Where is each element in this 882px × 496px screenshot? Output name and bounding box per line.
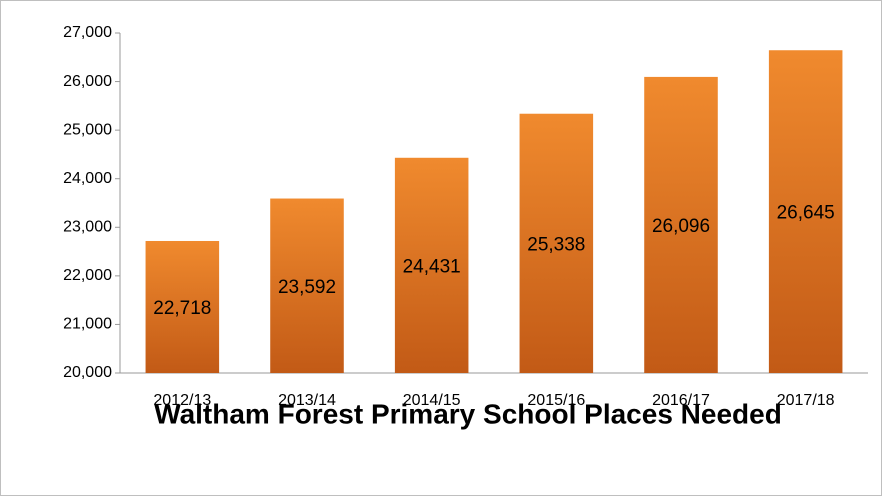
x-tick-label: 2014/15 <box>403 392 461 409</box>
x-tick-label: 2015/16 <box>527 392 585 409</box>
value-label: 22,718 <box>153 298 211 319</box>
bar <box>270 198 344 373</box>
x-tick-label: 2016/17 <box>652 392 710 409</box>
y-tick-label: 22,000 <box>63 267 112 284</box>
value-label: 25,338 <box>527 234 585 255</box>
bar <box>644 76 718 373</box>
x-tick-label: 2013/14 <box>278 392 336 409</box>
bar <box>519 113 594 374</box>
y-tick-label: 24,000 <box>63 170 112 187</box>
bar <box>394 157 469 373</box>
y-tick-label: 20,000 <box>63 364 112 381</box>
value-label: 23,592 <box>278 277 336 298</box>
value-label: 26,645 <box>777 203 835 224</box>
y-tick-label: 25,000 <box>63 121 112 138</box>
bar <box>145 240 220 373</box>
y-tick-label: 21,000 <box>63 316 112 333</box>
y-tick-label: 27,000 <box>63 24 112 41</box>
value-label: 24,431 <box>403 256 461 277</box>
x-tick-label: 2012/13 <box>153 392 211 409</box>
x-tick-label: 2017/18 <box>777 392 835 409</box>
y-tick-label: 26,000 <box>63 73 112 90</box>
chart-title: Waltham Forest Primary School Places Nee… <box>154 398 782 429</box>
value-label: 26,096 <box>652 216 710 237</box>
y-tick-label: 23,000 <box>63 219 112 236</box>
bar <box>768 50 843 373</box>
